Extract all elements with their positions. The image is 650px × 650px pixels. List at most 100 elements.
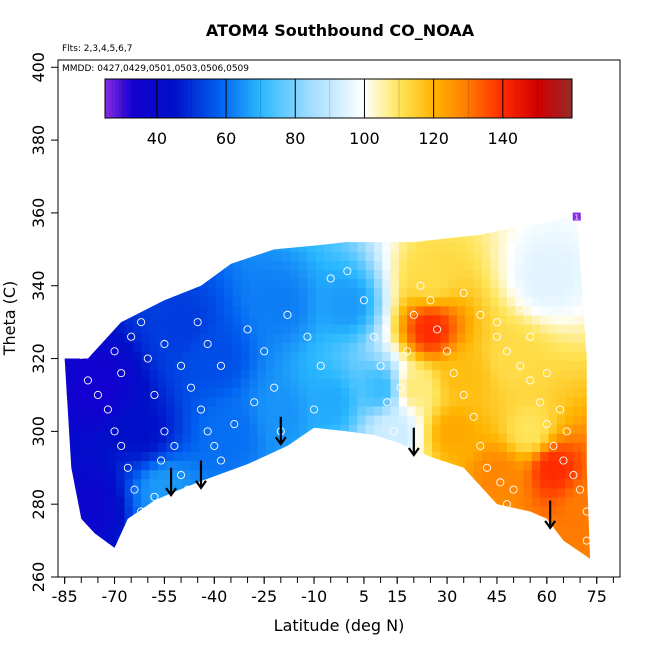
heatmap-cell	[490, 251, 500, 261]
flight-point	[326, 274, 335, 283]
heatmap-cell	[348, 524, 358, 534]
heatmap-cell	[174, 378, 184, 389]
heatmap-cell	[199, 251, 209, 261]
heatmap-cell	[498, 269, 508, 280]
heatmap-cell	[382, 496, 392, 507]
heatmap-cell	[207, 369, 217, 380]
heatmap-cell	[515, 260, 525, 270]
heatmap-cell	[199, 232, 209, 243]
heatmap-cell	[540, 396, 550, 407]
heatmap-cell	[207, 487, 217, 498]
heatmap-cell	[498, 323, 508, 334]
heatmap-cell	[481, 212, 491, 216]
heatmap-cell	[423, 269, 433, 280]
heatmap-cell	[174, 533, 184, 544]
heatmap-cell	[357, 223, 367, 234]
heatmap-cell	[590, 469, 591, 480]
heatmap-cell	[174, 469, 184, 480]
heatmap-cell	[157, 242, 167, 252]
colorbar-tick-label: 60	[216, 129, 236, 148]
heatmap-cell	[224, 551, 234, 559]
flight-point	[143, 521, 152, 531]
dates-annotation: MMDD: 0427,0429,0501,0503,0506,0509	[62, 64, 249, 74]
heatmap-cell	[107, 360, 117, 371]
flights-annotation: Flts: 2,3,4,5,6,7	[62, 44, 132, 54]
heatmap-cell	[515, 278, 525, 289]
heatmap-cell	[116, 414, 126, 425]
heatmap-cell	[432, 478, 442, 489]
heatmap-cell	[182, 287, 192, 298]
heatmap-cell	[82, 212, 92, 216]
heatmap-cell	[581, 305, 591, 316]
colorbar-cell	[378, 79, 383, 118]
heatmap-cell	[215, 424, 225, 434]
heatmap-cell	[556, 387, 566, 398]
heatmap-cell	[66, 433, 76, 443]
heatmap-cell	[257, 212, 267, 216]
colorbar-cell	[146, 79, 151, 118]
heatmap-cell	[498, 424, 508, 434]
flight-point	[160, 339, 169, 349]
heatmap-cell	[74, 214, 84, 225]
heatmap-cell	[265, 469, 275, 480]
heatmap-cell	[99, 212, 109, 216]
heatmap-cell	[174, 442, 184, 452]
heatmap-cell	[216, 561, 225, 571]
heatmap-cell	[249, 442, 259, 452]
heatmap-cell	[324, 212, 333, 216]
heatmap-cell	[357, 333, 367, 343]
heatmap-cell	[340, 369, 350, 380]
heatmap-cell	[448, 433, 458, 443]
heatmap-cell	[357, 260, 367, 270]
heatmap-cell	[390, 387, 400, 398]
heatmap-cell	[299, 232, 309, 243]
heatmap-cell	[99, 342, 109, 352]
heatmap-cell	[415, 524, 425, 534]
heatmap-cell	[299, 451, 309, 462]
heatmap-cell	[265, 278, 275, 289]
heatmap-cell	[415, 405, 425, 416]
heatmap-cell	[116, 223, 126, 234]
heatmap-cell	[257, 414, 267, 425]
heatmap-cell	[423, 487, 433, 498]
heatmap-cell	[282, 223, 292, 234]
heatmap-cell	[124, 405, 134, 416]
heatmap-cell	[91, 323, 101, 334]
heatmap-cell	[440, 296, 450, 307]
heatmap-cell	[174, 451, 184, 462]
heatmap-cell	[581, 333, 591, 343]
heatmap-cell	[498, 478, 508, 489]
heatmap-cell	[573, 333, 583, 343]
heatmap-cell	[232, 533, 242, 544]
heatmap-cell	[324, 360, 333, 371]
heatmap-cell	[191, 314, 200, 325]
heatmap-cell	[390, 551, 400, 559]
colorbar-cell	[444, 79, 448, 118]
heatmap-cell	[415, 460, 425, 471]
heatmap-cell	[540, 533, 550, 544]
heatmap-cell	[473, 360, 483, 371]
heatmap-cell	[232, 214, 242, 225]
heatmap-cell	[440, 323, 450, 334]
heatmap-cell	[573, 542, 583, 553]
heatmap-cell	[107, 442, 117, 452]
heatmap-cell	[515, 551, 525, 559]
colorbar-cell	[354, 79, 359, 118]
colorbar-cell	[554, 79, 559, 118]
heatmap-cell	[365, 378, 375, 389]
heatmap-cell	[240, 232, 250, 243]
heatmap-cell	[556, 212, 566, 216]
heatmap-cell	[373, 496, 383, 507]
heatmap-cell	[332, 260, 342, 270]
heatmap-cell	[290, 323, 300, 334]
heatmap-cell	[473, 314, 483, 325]
heatmap-cell	[448, 460, 458, 471]
heatmap-cell	[423, 314, 433, 325]
heatmap-cell	[481, 460, 491, 471]
heatmap-cell	[191, 561, 200, 571]
heatmap-cell	[182, 212, 192, 216]
heatmap-cell	[149, 506, 159, 516]
heatmap-cell	[324, 469, 333, 480]
heatmap-cell	[415, 469, 425, 480]
heatmap-cell	[523, 351, 533, 361]
